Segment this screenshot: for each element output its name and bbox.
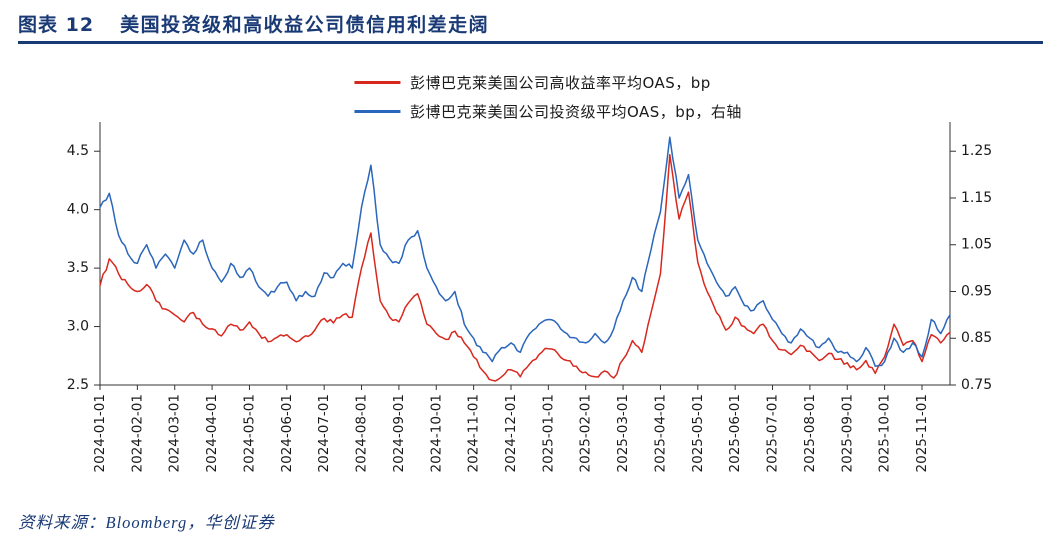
svg-text:2024-09-01: 2024-09-01 [391, 394, 407, 472]
svg-text:2024-11-01: 2024-11-01 [466, 394, 482, 472]
svg-text:2024-10-01: 2024-10-01 [428, 394, 444, 472]
svg-text:2024-06-01: 2024-06-01 [279, 394, 295, 472]
svg-text:0.95: 0.95 [961, 283, 992, 299]
figure-title-text: 美国投资级和高收益公司债信用利差走阔 [120, 14, 490, 36]
svg-text:2025-11-01: 2025-11-01 [914, 394, 930, 472]
title-divider [18, 41, 1043, 44]
svg-text:2024-02-01: 2024-02-01 [129, 394, 145, 472]
svg-text:2024-04-01: 2024-04-01 [204, 394, 220, 472]
legend-label-investment-grade: 彭博巴克莱美国公司投资级平均OAS，bp，右轴 [409, 103, 742, 121]
svg-text:0.85: 0.85 [961, 330, 992, 346]
legend-item-investment-grade: 彭博巴克莱美国公司投资级平均OAS，bp，右轴 [353, 101, 742, 122]
svg-text:2025-06-01: 2025-06-01 [727, 394, 743, 472]
source-note: 资料来源：Bloomberg，华创证券 [18, 513, 275, 532]
svg-text:2024-01-01: 2024-01-01 [92, 394, 108, 472]
svg-text:4.5: 4.5 [67, 143, 89, 159]
svg-text:2025-05-01: 2025-05-01 [690, 394, 706, 472]
legend-line-red [353, 81, 400, 84]
svg-text:2025-02-01: 2025-02-01 [578, 394, 594, 472]
svg-text:3.0: 3.0 [67, 319, 89, 335]
svg-text:2024-05-01: 2024-05-01 [241, 394, 257, 472]
svg-text:2024-08-01: 2024-08-01 [354, 394, 370, 472]
svg-text:2024-12-01: 2024-12-01 [503, 394, 519, 472]
svg-text:1.05: 1.05 [961, 237, 992, 253]
svg-text:2025-01-01: 2025-01-01 [540, 394, 556, 472]
svg-text:2025-04-01: 2025-04-01 [652, 394, 668, 472]
svg-text:4.0: 4.0 [67, 202, 89, 218]
svg-text:2025-09-01: 2025-09-01 [839, 394, 855, 472]
figure-title: 图表 12 美国投资级和高收益公司债信用利差走阔 [18, 10, 489, 37]
svg-text:3.5: 3.5 [67, 260, 89, 276]
svg-text:1.25: 1.25 [961, 143, 992, 159]
svg-text:1.15: 1.15 [961, 190, 992, 206]
chart-legend: 彭博巴克莱美国公司高收益率平均OAS，bp 彭博巴克莱美国公司投资级平均OAS，… [353, 72, 742, 122]
legend-line-blue [353, 110, 400, 113]
line-chart: 2.5 3.0 3.5 4.0 4.5 0.75 0.85 0.95 1.05 1.15 1.25 2… [67, 122, 992, 472]
svg-text:2025-07-01: 2025-07-01 [765, 394, 781, 472]
svg-text:2025-08-01: 2025-08-01 [802, 394, 818, 472]
legend-label-high-yield: 彭博巴克莱美国公司高收益率平均OAS，bp [409, 74, 711, 92]
svg-text:2025-10-01: 2025-10-01 [877, 394, 893, 472]
svg-text:2025-03-01: 2025-03-01 [615, 394, 631, 472]
legend-item-high-yield: 彭博巴克莱美国公司高收益率平均OAS，bp [353, 72, 742, 93]
svg-text:2024-03-01: 2024-03-01 [167, 394, 183, 472]
svg-text:2.5: 2.5 [67, 377, 89, 393]
figure-tag: 图表 12 [18, 14, 95, 36]
svg-text:2024-07-01: 2024-07-01 [316, 394, 332, 472]
svg-text:0.75: 0.75 [961, 377, 992, 393]
